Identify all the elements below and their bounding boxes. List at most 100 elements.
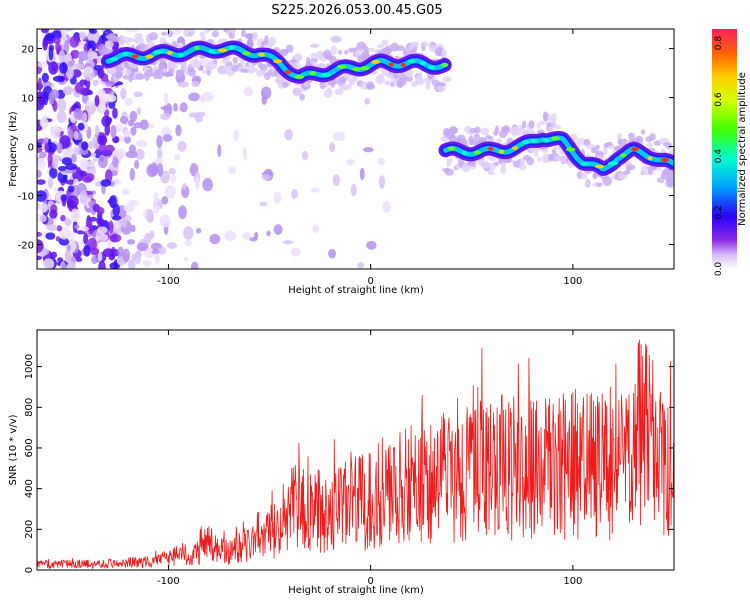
heatmap-halo-cell [344, 49, 349, 55]
ridge-hotspot [521, 140, 530, 145]
heatmap-halo-cell [446, 161, 451, 168]
ridge-hotspot [620, 153, 627, 158]
heatmap-noise-cell [98, 260, 106, 269]
heatmap-halo-cell [134, 36, 144, 45]
heatmap-noise-cell [127, 259, 136, 269]
ridge-hotspot [551, 136, 560, 141]
top-y-tick-label: 20 [21, 45, 34, 56]
top-x-tick-label: 0 [367, 276, 373, 287]
heatmap-noise-cell [80, 226, 89, 232]
heatmap-noise-cell [42, 37, 48, 51]
heatmap-noise-cell [45, 232, 56, 240]
heatmap-noise-cell [183, 226, 194, 240]
heatmap-halo-cell [346, 83, 352, 90]
ridge-hotspot [178, 53, 184, 58]
heatmap-noise-cell [37, 61, 47, 68]
heatmap-halo-cell [602, 176, 612, 187]
heatmap-halo-cell [500, 161, 507, 169]
heatmap-halo-cell [201, 69, 207, 75]
heatmap-noise-cell [129, 110, 138, 122]
colorbar-tick-label: 0.4 [714, 149, 724, 164]
ridge-hotspot [321, 72, 332, 77]
heatmap-noise-cell [73, 63, 84, 70]
heatmap-halo-cell [276, 73, 281, 80]
ridge-hotspot [512, 146, 519, 151]
heatmap-noise-cell [224, 230, 236, 241]
heatmap-noise-cell [123, 203, 135, 213]
heatmap-noise-cell [147, 123, 155, 129]
top-y-tick-label: -10 [18, 192, 34, 203]
heatmap-noise-cell [49, 209, 58, 219]
heatmap-halo-cell [487, 171, 496, 176]
heatmap-noise-cell [146, 247, 153, 253]
heatmap-noise-cell [261, 173, 271, 181]
heatmap-noise-cell [159, 214, 171, 228]
ridge-hotspot [145, 54, 154, 59]
heatmap-halo-cell [526, 157, 534, 166]
heatmap-noise-cell [233, 129, 239, 142]
heatmap-halo-cell [473, 133, 480, 140]
heatmap-noise-cell [161, 196, 169, 205]
heatmap-noise-cell [133, 91, 143, 98]
heatmap-halo-cell [442, 76, 452, 82]
heatmap-noise-cell [61, 157, 73, 166]
heatmap-noise-cell [37, 239, 44, 253]
heatmap-noise-cell [172, 29, 182, 36]
heatmap-halo-cell [394, 55, 400, 60]
heatmap-halo-cell [395, 45, 405, 52]
heatmap-halo-cell [425, 81, 431, 90]
heatmap-halo-cell [649, 133, 656, 141]
heatmap-noise-cell [191, 80, 200, 88]
heatmap-noise-cell [148, 165, 157, 172]
ridge-hotspot [284, 70, 292, 75]
heatmap-halo-cell [500, 166, 507, 174]
heatmap-noise-cell [266, 230, 271, 237]
heatmap-halo-cell [364, 46, 370, 55]
heatmap-noise-cell [56, 225, 63, 232]
heatmap-noise-cell [37, 98, 45, 111]
top-y-tick-label: 10 [21, 94, 34, 105]
heatmap-noise-cell [70, 208, 80, 223]
heatmap-halo-cell [585, 180, 590, 186]
ridge-hotspot [337, 64, 347, 69]
heatmap-noise-cell [61, 195, 67, 207]
bottom-y-tick-label: 200 [24, 520, 35, 539]
colorbar-tick-label: 0.2 [714, 205, 724, 219]
heatmap-halo-cell [311, 57, 319, 63]
heatmap-halo-cell [159, 58, 165, 64]
colorbar-tick-label: 0.8 [714, 36, 724, 51]
heatmap-noise-cell [64, 39, 70, 53]
heatmap-halo-cell [646, 142, 654, 148]
heatmap-noise-cell [162, 134, 173, 142]
heatmap-halo-cell [628, 132, 635, 141]
heatmap-noise-cell [243, 86, 253, 97]
heatmap-noise-cell [122, 248, 131, 263]
heatmap-noise-cell [50, 125, 61, 140]
heatmap-noise-cell [59, 38, 66, 47]
heatmap-noise-cell [134, 159, 140, 169]
heatmap-noise-cell [97, 135, 108, 146]
ridge-hotspot [420, 61, 426, 66]
heatmap-noise-cell [330, 35, 342, 43]
heatmap-halo-cell [187, 68, 196, 77]
ridge-hotspot [407, 59, 416, 64]
ridge-hotspot [352, 67, 361, 72]
heatmap-noise-cell [85, 219, 93, 228]
heatmap-noise-cell [79, 190, 88, 204]
heatmap-noise-cell [100, 179, 112, 187]
top-x-tick-label: -100 [157, 276, 180, 287]
heatmap-noise-cell [174, 153, 181, 161]
ridge-hotspot [631, 146, 639, 151]
heatmap-noise-cell [124, 135, 131, 144]
heatmap-noise-cell [273, 224, 283, 236]
heatmap-halo-cell [381, 39, 389, 46]
heatmap-noise-cell [116, 148, 126, 159]
heatmap-noise-cell [195, 177, 200, 191]
ridge-hotspot [428, 65, 435, 70]
heatmap-noise-cell [130, 126, 137, 136]
heatmap-halo-cell [282, 81, 289, 88]
heatmap-noise-cell [312, 224, 320, 234]
heatmap-noise-cell [328, 248, 337, 259]
ridge-hotspot [360, 66, 370, 71]
heatmap-noise-cell [346, 158, 355, 166]
